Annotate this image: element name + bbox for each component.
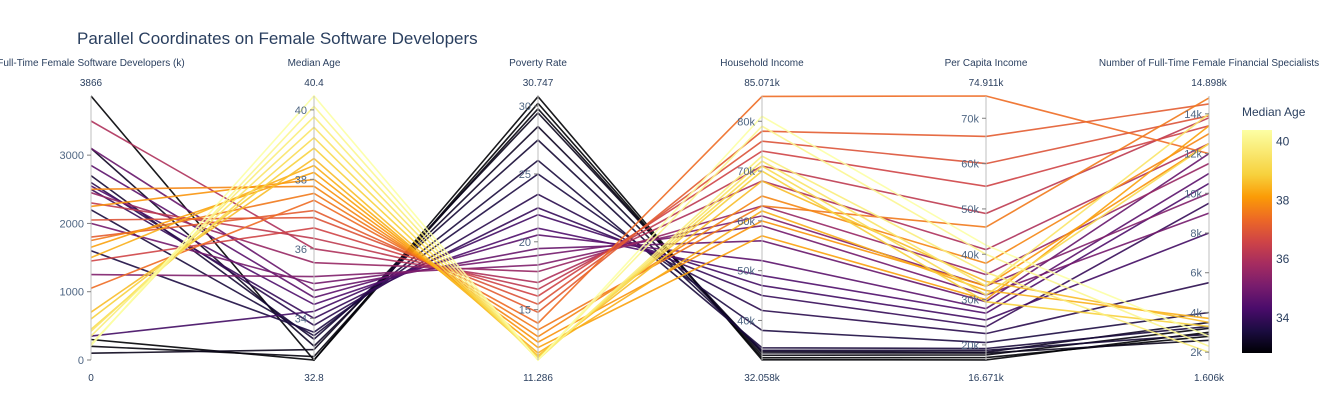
axis-tick-label: 38 bbox=[295, 174, 307, 186]
axis-tick-label: 14k bbox=[1184, 109, 1202, 121]
axis-tick-label: 25 bbox=[519, 169, 531, 181]
axis-title: Per Capita Income bbox=[945, 58, 1028, 69]
record-line bbox=[90, 133, 1210, 338]
axis-tick-label: 34 bbox=[295, 313, 307, 325]
axis-tick-label: 70k bbox=[961, 113, 979, 125]
record-line bbox=[90, 147, 1210, 303]
axis-tick-label: 4k bbox=[1190, 307, 1202, 319]
record-line bbox=[90, 94, 1210, 362]
axis-tick-label: 50k bbox=[961, 204, 979, 216]
axis-1[interactable]: Full-Time Female Software Developers (k)… bbox=[0, 58, 185, 384]
record-line bbox=[90, 120, 1210, 284]
axes-layer: Full-Time Female Software Developers (k)… bbox=[0, 58, 1319, 384]
axis-tick-label: 50k bbox=[737, 266, 755, 278]
axis-5[interactable]: Per Capita Income 74.911k 16.671k 20k 30k 40k… bbox=[945, 58, 1028, 384]
axis-range-max: 3866 bbox=[80, 78, 103, 89]
record-line bbox=[90, 147, 1210, 359]
axis-title: Poverty Rate bbox=[509, 58, 567, 69]
axis-range-min: 32.058k bbox=[744, 373, 781, 384]
colorbar: Median Age 34 36 38 40 bbox=[1242, 105, 1306, 353]
axis-tick-label: 12k bbox=[1184, 149, 1202, 161]
colorbar-gradient bbox=[1242, 130, 1272, 353]
chart-title: Parallel Coordinates on Female Software … bbox=[77, 29, 478, 48]
axis-title: Full-Time Female Software Developers (k) bbox=[0, 58, 185, 69]
axis-tick-label: 36 bbox=[295, 244, 307, 256]
axis-tick-label: 1000 bbox=[60, 287, 84, 299]
record-line bbox=[90, 182, 1210, 315]
axis-tick-label: 60k bbox=[961, 159, 979, 171]
record-line bbox=[90, 115, 1210, 361]
axis-range-min: 0 bbox=[88, 373, 94, 384]
axis-range-max: 30.747 bbox=[523, 78, 554, 89]
colorbar-tick-label: 38 bbox=[1276, 193, 1290, 207]
record-line bbox=[90, 117, 1210, 291]
record-line bbox=[90, 164, 1210, 354]
axis-range-min: 32.8 bbox=[304, 373, 324, 384]
axis-range-min: 16.671k bbox=[968, 373, 1005, 384]
axis-title: Number of Full-Time Female Financial Spe… bbox=[1099, 58, 1319, 69]
axis-title: Household Income bbox=[720, 58, 804, 69]
axis-tick-label: 6k bbox=[1190, 268, 1202, 280]
axis-tick-label: 20k bbox=[961, 340, 979, 352]
axis-tick-label: 2000 bbox=[60, 218, 84, 230]
axis-title: Median Age bbox=[288, 58, 341, 69]
axis-2[interactable]: Median Age 40.4 32.8 34 36 38 40 bbox=[288, 58, 341, 384]
record-line bbox=[90, 95, 1210, 325]
polylines-layer bbox=[90, 94, 1210, 362]
axis-tick-label: 15 bbox=[519, 305, 531, 317]
colorbar-tick-label: 36 bbox=[1276, 252, 1290, 266]
axis-4[interactable]: Household Income 85.071k 32.058k 40k 50k 60k 7… bbox=[720, 58, 804, 384]
record-line bbox=[90, 105, 1210, 362]
axis-tick-label: 40 bbox=[295, 105, 307, 117]
axis-tick-label: 70k bbox=[737, 166, 755, 178]
axis-range-max: 74.911k bbox=[969, 78, 1005, 89]
colorbar-title: Median Age bbox=[1242, 105, 1306, 119]
axis-tick-label: 40k bbox=[961, 249, 979, 261]
axis-tick-label: 80k bbox=[737, 116, 755, 128]
axis-range-max: 14.898k bbox=[1191, 78, 1228, 89]
axis-range-max: 40.4 bbox=[304, 78, 324, 89]
axis-range-min: 1.606k bbox=[1194, 373, 1225, 384]
axis-tick-label: 3000 bbox=[60, 150, 84, 162]
record-line bbox=[90, 157, 1210, 357]
axis-tick-label: 8k bbox=[1190, 228, 1202, 240]
colorbar-tick-label: 34 bbox=[1276, 311, 1290, 325]
record-line bbox=[90, 102, 1210, 361]
axis-range-min: 11.286 bbox=[523, 373, 553, 384]
axis-tick-label: 40k bbox=[737, 315, 755, 327]
axis-tick-label: 30k bbox=[961, 295, 979, 307]
colorbar-tick-label: 40 bbox=[1276, 135, 1290, 149]
axis-tick-label: 30 bbox=[519, 101, 531, 113]
record-line bbox=[90, 192, 1210, 287]
axis-3[interactable]: Poverty Rate 30.747 11.286 15 20 25 30 bbox=[509, 58, 567, 384]
axis-tick-label: 10k bbox=[1184, 188, 1202, 200]
record-line bbox=[90, 111, 1210, 354]
axis-tick-label: 60k bbox=[737, 216, 755, 228]
axis-tick-label: 2k bbox=[1190, 347, 1202, 359]
axis-6[interactable]: Number of Full-Time Female Financial Spe… bbox=[1099, 58, 1319, 384]
axis-range-max: 85.071k bbox=[744, 78, 781, 89]
axis-tick-label: 0 bbox=[78, 355, 84, 367]
record-line bbox=[90, 113, 1210, 361]
axis-tick-label: 20 bbox=[519, 237, 531, 249]
